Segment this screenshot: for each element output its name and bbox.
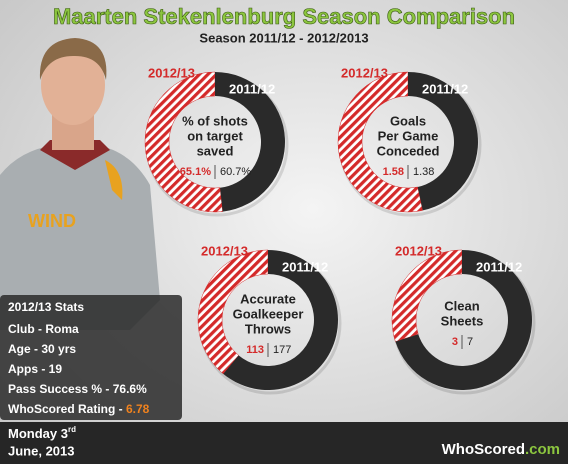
- logo-name: WhoScored: [442, 441, 525, 458]
- rating-value: 6.78: [126, 402, 150, 416]
- value-label: 113: [246, 344, 264, 356]
- shirt-sponsor: WIND: [28, 211, 76, 231]
- segment-current: [144, 71, 223, 213]
- donut-title: Clean: [444, 298, 479, 313]
- segment-previous: [215, 72, 285, 212]
- category-previous: 2011/12: [229, 81, 275, 96]
- category-current: 2012/13: [148, 65, 195, 80]
- donut-title: on target: [187, 128, 243, 143]
- stats-row: Pass Success % - 76.6%: [8, 382, 147, 396]
- segment-current: [337, 71, 424, 213]
- segment-previous: [223, 250, 338, 390]
- segment-previous: [395, 250, 532, 390]
- stats-box: [0, 295, 182, 420]
- category-current: 2012/13: [341, 65, 388, 80]
- title: Maarten Stekenlenburg Season Comparison: [53, 4, 515, 29]
- stats-row: Apps - 19: [8, 362, 62, 376]
- category-current: 2012/13: [201, 243, 248, 258]
- category-current: 2012/13: [395, 243, 442, 258]
- stats-row: Age - 30 yrs: [8, 342, 76, 356]
- value-label: 1.38: [413, 166, 434, 178]
- stats-title: 2012/13 Stats: [8, 300, 84, 314]
- donut-title: Conceded: [377, 143, 440, 158]
- donut-title: Per Game: [378, 128, 439, 143]
- logo: WhoScored.com: [442, 441, 560, 458]
- donut-title: Throws: [245, 321, 291, 336]
- player-photo: WIND: [0, 38, 160, 330]
- rating-label: WhoScored Rating -: [8, 402, 126, 416]
- value-label: 177: [273, 344, 291, 356]
- stats-rows: Club - Roma Age - 30 yrs Apps - 19 Pass Suc…: [8, 322, 147, 396]
- value-label: 7: [467, 336, 473, 348]
- stats-rating: WhoScored Rating - 6.78: [8, 402, 150, 416]
- logo-suffix: .com: [525, 441, 560, 458]
- date-sup: rd: [68, 425, 76, 434]
- footer: [0, 422, 568, 464]
- donut-title: % of shots: [182, 113, 248, 128]
- value-label: 1.58: [383, 166, 404, 178]
- donut-title: Goalkeeper: [233, 306, 304, 321]
- date-line1: Monday 3rd: [8, 425, 76, 441]
- segment-previous: [408, 72, 478, 211]
- donut-title: Goals: [390, 113, 426, 128]
- category-previous: 2011/12: [282, 259, 328, 274]
- value-label: 65.1%: [180, 166, 211, 178]
- donut-title: Accurate: [240, 291, 296, 306]
- segment-current: [391, 249, 463, 342]
- value-label: 3: [452, 336, 458, 348]
- donut-title: Sheets: [441, 313, 484, 328]
- date-day: Monday 3: [8, 426, 68, 441]
- stats-row: Club - Roma: [8, 322, 79, 336]
- category-previous: 2011/12: [422, 81, 468, 96]
- date-line2: June, 2013: [8, 443, 75, 458]
- value-label: 60.7%: [220, 166, 251, 178]
- category-previous: 2011/12: [476, 259, 522, 274]
- segment-current: [197, 249, 269, 375]
- subtitle: Season 2011/12 - 2012/2013: [199, 30, 368, 45]
- donut-title: saved: [197, 143, 234, 158]
